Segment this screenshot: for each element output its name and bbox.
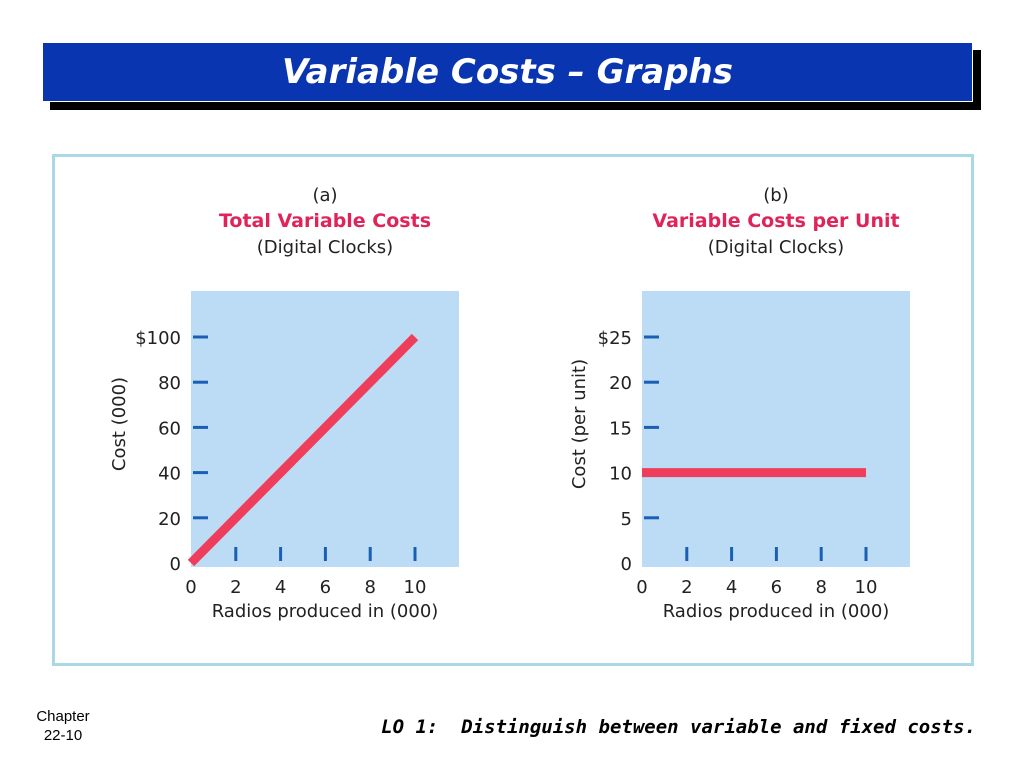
chart-a-x-tick-label: 10	[404, 577, 427, 598]
chart-a-subtitle: (Digital Clocks)	[257, 237, 393, 258]
chart-b-plot-area	[642, 291, 910, 567]
chart-a-x-tick-label: 2	[230, 577, 241, 598]
chart-b-y-tick-label: 10	[609, 464, 632, 485]
chart-a-ylabel: Cost (000)	[109, 377, 130, 471]
chapter-number: 22-10	[43, 727, 83, 744]
chart-b-y-tick-label: $25	[598, 328, 632, 349]
chart-a: (a) Total Variable Costs (Digital Clocks…	[109, 185, 459, 622]
chart-b-x-tick-label: 2	[681, 577, 692, 598]
chapter-footer: Chapter 22-10	[22, 707, 104, 745]
chart-a-y-tick-label: $100	[135, 328, 181, 349]
chart-b-x-tick-label: 10	[855, 577, 878, 598]
chart-b-letter: (b)	[763, 185, 788, 206]
chart-a-y-ticks: 0 20 40 60 80 $100	[135, 328, 208, 575]
chart-b-y-tick-label: 5	[621, 509, 632, 530]
chart-a-y-tick-label: 60	[158, 418, 181, 439]
title-bar	[42, 42, 973, 102]
chart-b-x-tick-label: 6	[771, 577, 782, 598]
slide-title: Variable Costs – Graphs	[282, 52, 733, 92]
chart-a-y-tick-label: 0	[170, 554, 181, 575]
learning-objective-prefix: LO 1:	[381, 716, 439, 738]
chart-b: (b) Variable Costs per Unit (Digital Clo…	[569, 185, 910, 622]
chart-b-x-tick-label: 0	[636, 577, 647, 598]
chart-a-title: Total Variable Costs	[219, 210, 431, 232]
chart-b-ylabel: Cost (per unit)	[569, 359, 590, 489]
chart-a-y-tick-label: 20	[158, 509, 181, 530]
figure-svg: (a) Total Variable Costs (Digital Clocks…	[109, 185, 910, 622]
chart-b-x-ticks: 0 2 4 6 8 10	[636, 547, 877, 598]
chapter-label: Chapter	[36, 708, 90, 725]
chart-a-series-line	[187, 333, 419, 567]
chart-b-title: Variable Costs per Unit	[652, 210, 899, 232]
chart-a-x-tick-label: 6	[320, 577, 331, 598]
chart-a-y-tick-label: 80	[158, 373, 181, 394]
chart-a-x-tick-label: 0	[185, 577, 196, 598]
chart-a-letter: (a)	[312, 185, 337, 206]
chart-a-x-tick-label: 8	[364, 577, 375, 598]
chart-a-series	[187, 333, 419, 567]
chart-b-y-ticks: 0 5 10 15 20 $25	[598, 328, 659, 575]
chart-b-subtitle: (Digital Clocks)	[708, 237, 844, 258]
learning-objective-text: Distinguish between variable and fixed c…	[461, 716, 976, 738]
figure-frame: (a) Total Variable Costs (Digital Clocks…	[52, 154, 974, 666]
chart-a-x-ticks: 0 2 4 6 8 10	[185, 547, 426, 598]
chart-b-xlabel: Radios produced in (000)	[663, 601, 890, 622]
chart-a-y-tick-label: 40	[158, 464, 181, 485]
chart-b-y-tick-label: 0	[621, 554, 632, 575]
chart-b-x-tick-label: 4	[726, 577, 737, 598]
chart-b-y-tick-label: 20	[609, 373, 632, 394]
chart-b-x-tick-label: 8	[815, 577, 826, 598]
chart-b-y-tick-label: 15	[609, 418, 632, 439]
chart-a-xlabel: Radios produced in (000)	[212, 601, 439, 622]
chart-a-x-tick-label: 4	[275, 577, 286, 598]
learning-objective: LO 1: Distinguish between variable and f…	[381, 716, 976, 738]
